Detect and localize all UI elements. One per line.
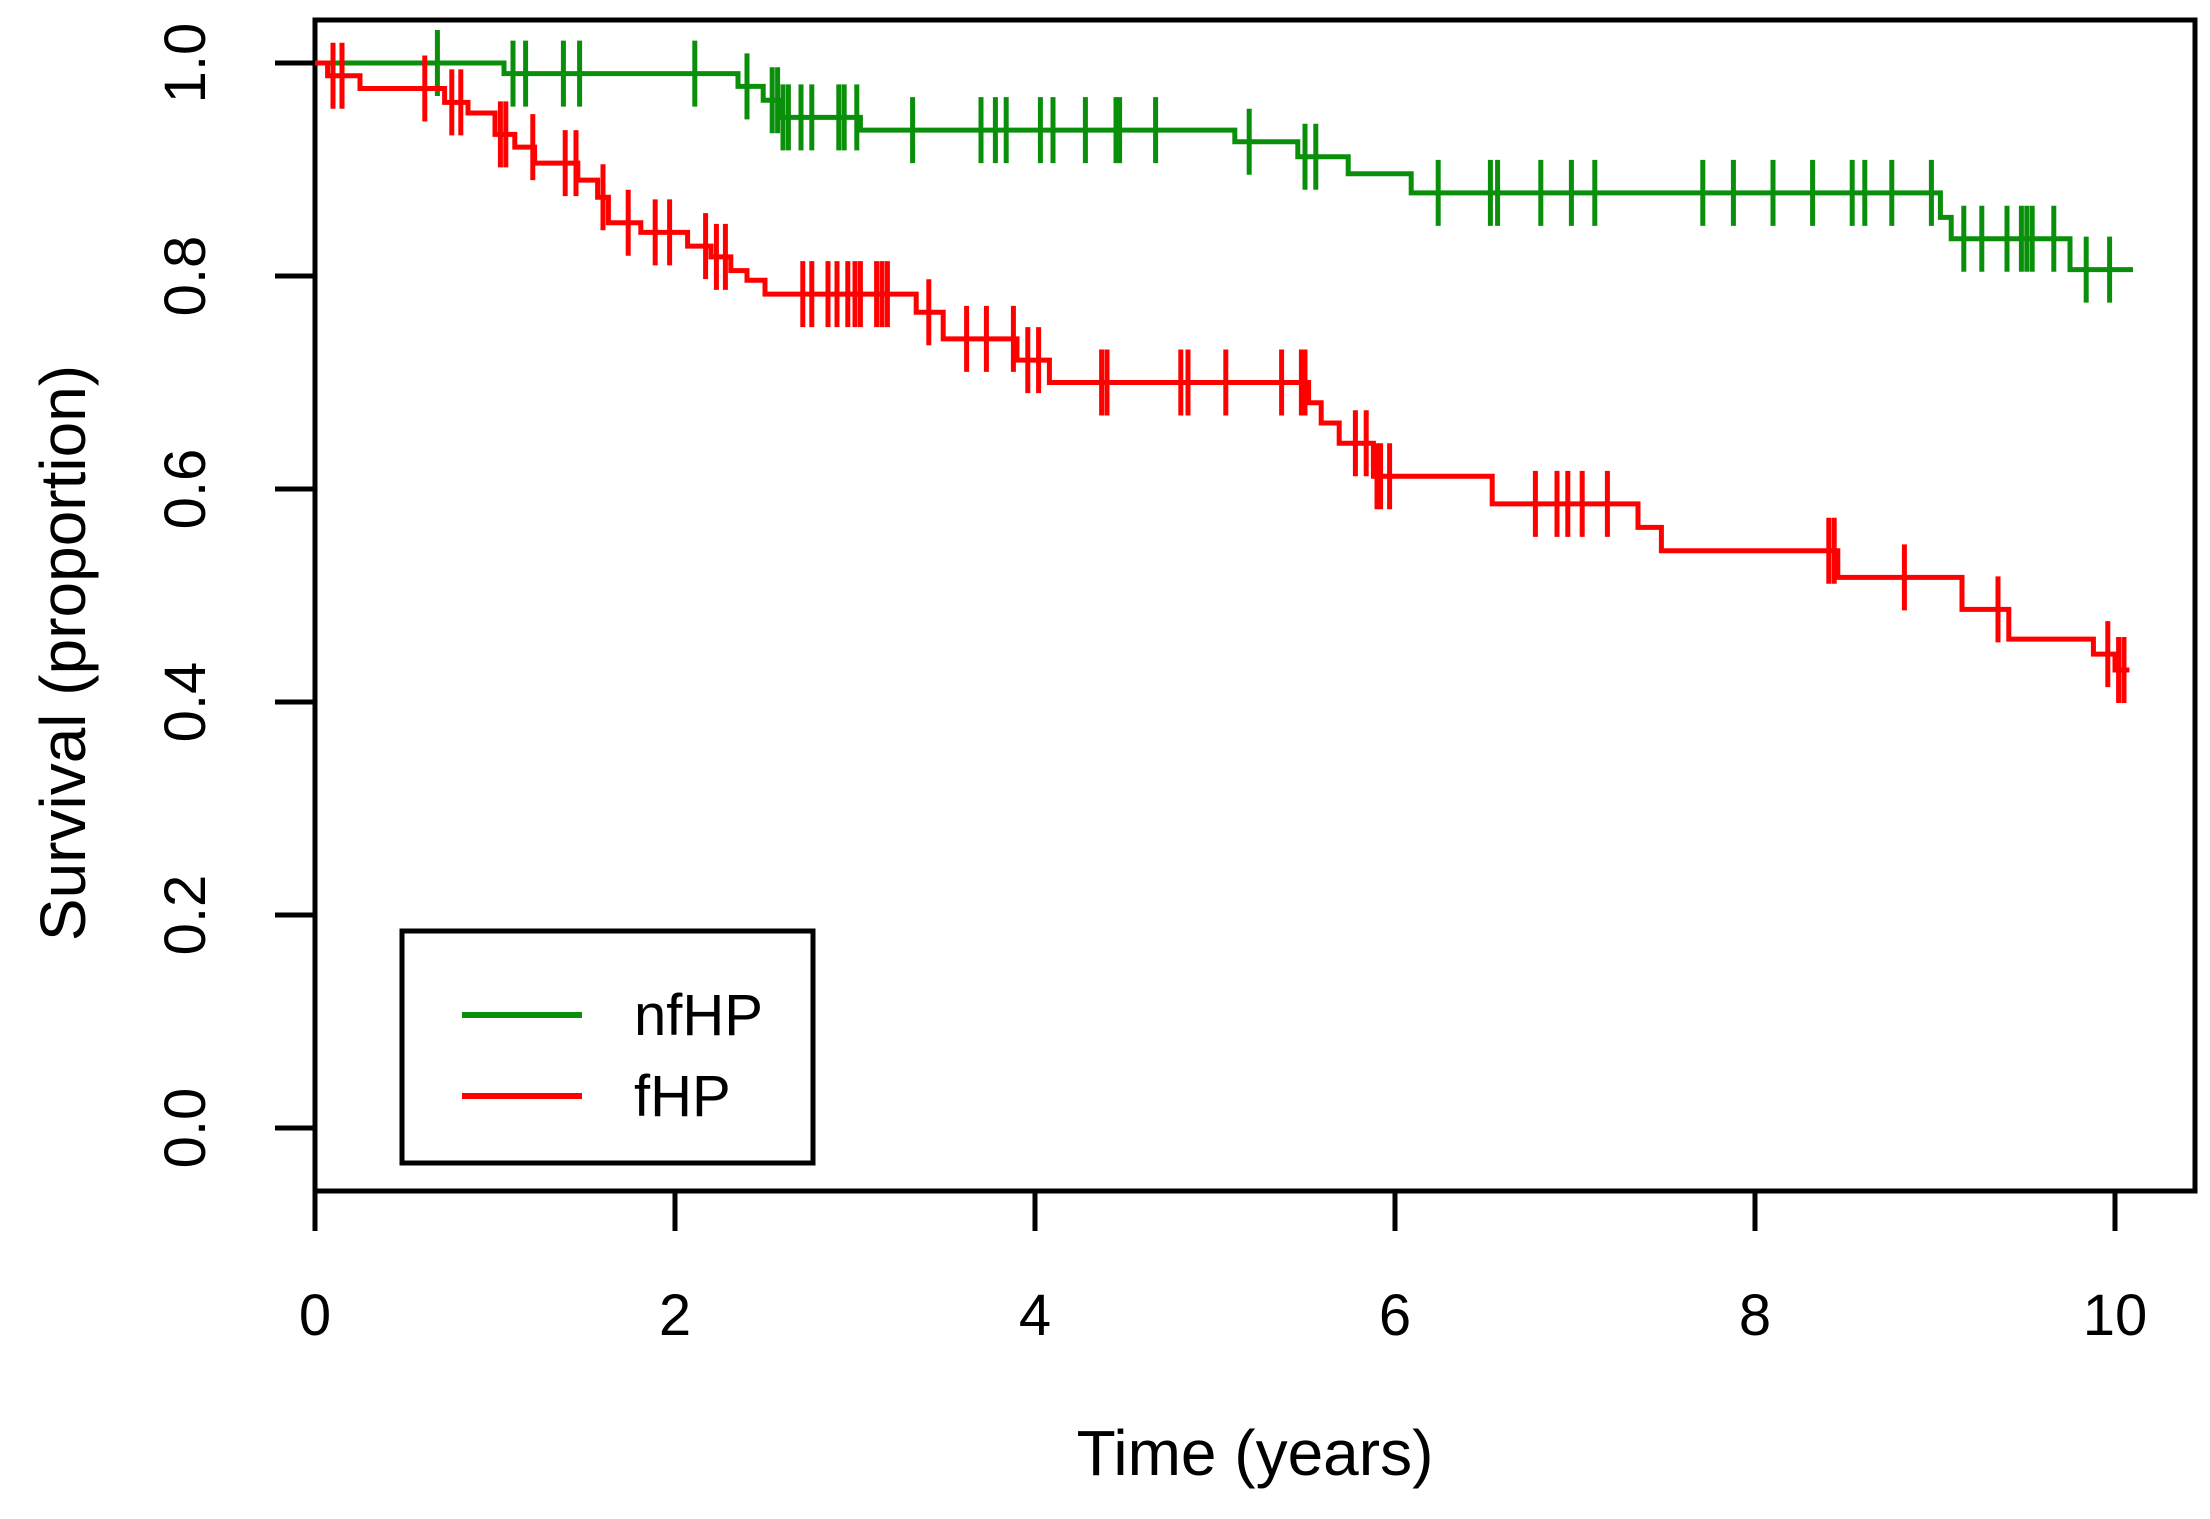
fhp-survival-curve — [315, 60, 2130, 673]
x-axis-label: Time (years) — [1077, 1417, 1434, 1489]
y-tick-label: 0.8 — [153, 236, 218, 317]
plot-box — [312, 17, 2198, 1194]
y-tick-label: 0.4 — [153, 662, 218, 743]
legend-label-nfhp: nfHP — [634, 983, 763, 1048]
x-tick-label: 10 — [2083, 1283, 2148, 1348]
x-tick-label: 8 — [1739, 1283, 1771, 1348]
x-tick-label: 0 — [299, 1283, 331, 1348]
x-tick-label: 2 — [659, 1283, 691, 1348]
legend-box: nfHP fHP — [399, 928, 816, 1166]
fhp-censor-ticks — [330, 42, 2127, 704]
y-tick-label: 1.0 — [153, 23, 218, 104]
y-tick-label: 0.0 — [153, 1088, 218, 1169]
y-tick-label: 0.6 — [153, 449, 218, 530]
x-tick-label: 6 — [1379, 1283, 1411, 1348]
y-tick-label: 0.2 — [153, 875, 218, 956]
legend-border — [399, 928, 816, 1166]
survival-curves — [315, 30, 2133, 704]
y-axis-ticks: 0.0 0.2 0.4 0.6 0.8 1.0 — [153, 23, 315, 1169]
x-tick-label: 4 — [1019, 1283, 1051, 1348]
legend-label-fhp: fHP — [634, 1064, 731, 1129]
x-axis-ticks: 0 2 4 6 8 10 — [299, 1191, 2147, 1348]
y-axis-label: Survival (proportion) — [27, 365, 99, 941]
nfhp-survival-curve — [315, 60, 2133, 273]
nfhp-censor-ticks — [434, 30, 2113, 303]
